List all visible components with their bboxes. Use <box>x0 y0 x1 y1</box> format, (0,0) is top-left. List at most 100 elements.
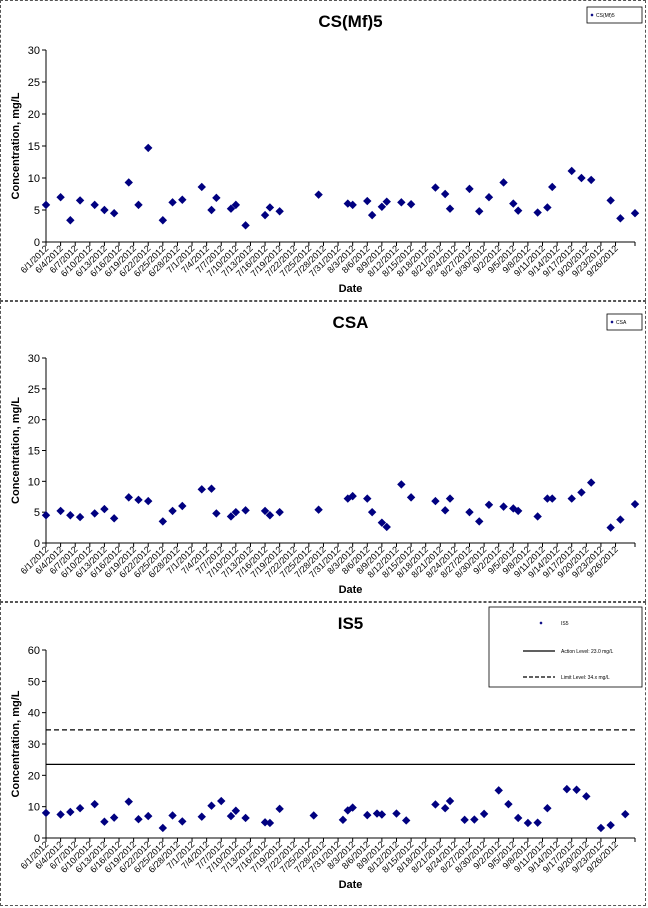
data-point <box>596 823 606 833</box>
data-point <box>606 523 615 532</box>
data-point <box>606 820 615 830</box>
data-point <box>100 817 109 826</box>
data-point <box>548 182 557 192</box>
data-point <box>363 810 372 820</box>
y-tick-label: 0 <box>34 538 40 550</box>
data-point <box>275 804 284 814</box>
data-point <box>275 507 284 517</box>
data-point <box>431 800 440 809</box>
data-point <box>460 815 469 825</box>
chart-panel-cs-mf5: CS(Mf)5 Concentration, mg/L 0 5 10 15 20 25 30 6/… <box>0 0 646 301</box>
data-point <box>66 511 75 520</box>
data-point <box>56 506 65 516</box>
data-point <box>124 178 133 187</box>
data-point <box>431 183 440 192</box>
chart-title: IS5 <box>338 614 364 633</box>
data-point <box>630 499 640 509</box>
data-point <box>90 509 99 518</box>
data-point <box>523 818 533 828</box>
data-point <box>582 792 591 801</box>
data-point <box>144 811 153 821</box>
data-point <box>144 143 153 153</box>
y-tick-label: 30 <box>28 45 40 57</box>
chart-title: CS(Mf)5 <box>318 12 382 31</box>
data-point <box>484 500 494 509</box>
chart-panel-csa: CSA Concentration, mg/L 0 5 10 15 20 25 30 6/1/20… <box>0 301 646 602</box>
data-point <box>231 806 241 815</box>
data-point <box>431 496 440 506</box>
data-point <box>338 815 348 825</box>
data-point <box>509 199 518 208</box>
data-point <box>484 193 494 202</box>
data-point <box>367 507 377 517</box>
y-tick-label: 50 <box>28 676 40 688</box>
data-point <box>406 493 416 502</box>
data-point <box>397 480 406 489</box>
data-point <box>465 184 474 194</box>
data-point <box>109 514 119 523</box>
data-point <box>75 804 85 813</box>
y-tick-label: 5 <box>34 205 40 217</box>
data-point <box>513 813 523 823</box>
data-point <box>363 494 372 503</box>
data-point <box>109 209 119 218</box>
data-point <box>158 517 168 526</box>
data-point <box>134 200 143 210</box>
data-point <box>586 175 596 185</box>
data-point <box>100 205 109 215</box>
data-point <box>231 507 241 517</box>
data-point <box>470 815 479 824</box>
data-point <box>475 207 484 216</box>
data-point <box>630 209 640 218</box>
legend-marker <box>590 13 594 17</box>
data-point <box>178 501 187 511</box>
data-point <box>543 804 552 813</box>
data-point <box>168 811 177 820</box>
y-axis-label: Concentration, mg/L <box>10 92 22 199</box>
data-point <box>445 204 455 213</box>
y-tick-label: 0 <box>34 237 40 249</box>
data-point <box>377 810 387 819</box>
x-axis-label: Date <box>339 879 363 891</box>
y-tick-label: 20 <box>28 415 40 427</box>
data-point <box>309 811 318 820</box>
chart-title: CSA <box>333 313 369 332</box>
data-point <box>348 200 357 210</box>
data-point <box>504 799 513 809</box>
data-point <box>207 205 216 215</box>
data-point <box>207 484 216 493</box>
data-point <box>197 812 206 821</box>
legend-label: Limit Level: 34.x mg/L <box>561 675 610 681</box>
data-point <box>367 210 377 220</box>
y-tick-label: 10 <box>28 173 40 185</box>
y-tick-label: 25 <box>28 77 40 89</box>
data-point <box>75 512 85 522</box>
data-point <box>90 200 99 210</box>
legend-label: IS5 <box>561 621 569 627</box>
y-tick-label: 30 <box>28 353 40 365</box>
data-point <box>382 197 391 206</box>
data-point <box>392 809 401 818</box>
y-tick-label: 5 <box>34 507 40 519</box>
data-point <box>606 196 615 205</box>
data-point <box>616 214 625 223</box>
data-point <box>513 506 523 516</box>
legend-marker <box>539 621 543 625</box>
data-point <box>494 786 503 795</box>
data-point <box>567 494 576 503</box>
data-point <box>577 173 586 183</box>
y-tick-label: 20 <box>28 770 40 782</box>
data-point <box>178 817 187 826</box>
legend: CS(Mf)5 <box>586 6 643 24</box>
data-point <box>100 504 109 514</box>
data-point <box>533 208 542 217</box>
data-point <box>168 506 177 516</box>
legend-label: Action Level: 23.0 mg/L <box>561 649 613 655</box>
data-point <box>66 807 75 817</box>
legend-box <box>586 6 643 24</box>
data-point <box>212 193 221 203</box>
data-point <box>241 506 250 515</box>
data-point <box>66 216 75 225</box>
legend: IS5 Action Level: 23.0 mg/L Limit Level: 3… <box>488 606 643 688</box>
